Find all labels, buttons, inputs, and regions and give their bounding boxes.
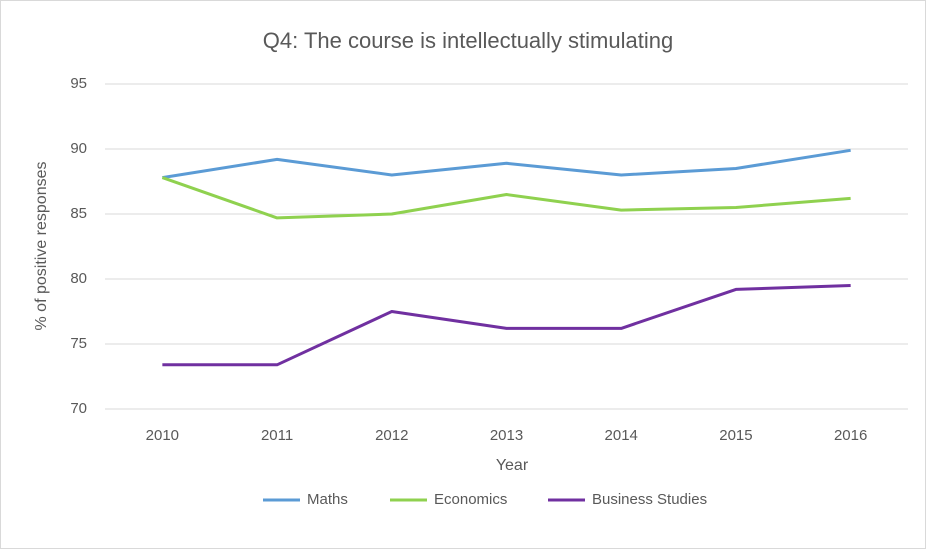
series-line bbox=[162, 284, 851, 367]
x-tick-label: 2013 bbox=[490, 427, 523, 444]
y-tick-label: 70 bbox=[70, 400, 87, 417]
x-tick-label: 2015 bbox=[719, 427, 752, 444]
series-line bbox=[162, 148, 851, 180]
x-tick-label: 2012 bbox=[375, 427, 408, 444]
y-tick-label: 95 bbox=[70, 75, 87, 92]
y-axis-label: % of positive responses bbox=[33, 162, 50, 331]
chart-title: Q4: The course is intellectually stimula… bbox=[263, 28, 673, 53]
y-tick-label: 75 bbox=[70, 335, 87, 352]
x-tick-label: 2016 bbox=[834, 427, 867, 444]
x-axis-label: Year bbox=[496, 457, 529, 474]
series-line bbox=[161, 176, 851, 220]
x-tick-label: 2010 bbox=[146, 427, 179, 444]
y-tick-label: 80 bbox=[70, 270, 87, 287]
x-tick-label: 2014 bbox=[605, 427, 638, 444]
legend-label: Economics bbox=[434, 491, 507, 508]
x-tick-label: 2011 bbox=[261, 427, 293, 444]
legend-label: Maths bbox=[307, 491, 348, 508]
legend-label: Business Studies bbox=[592, 491, 707, 508]
y-tick-label: 90 bbox=[70, 140, 87, 157]
y-tick-label: 85 bbox=[70, 205, 87, 222]
